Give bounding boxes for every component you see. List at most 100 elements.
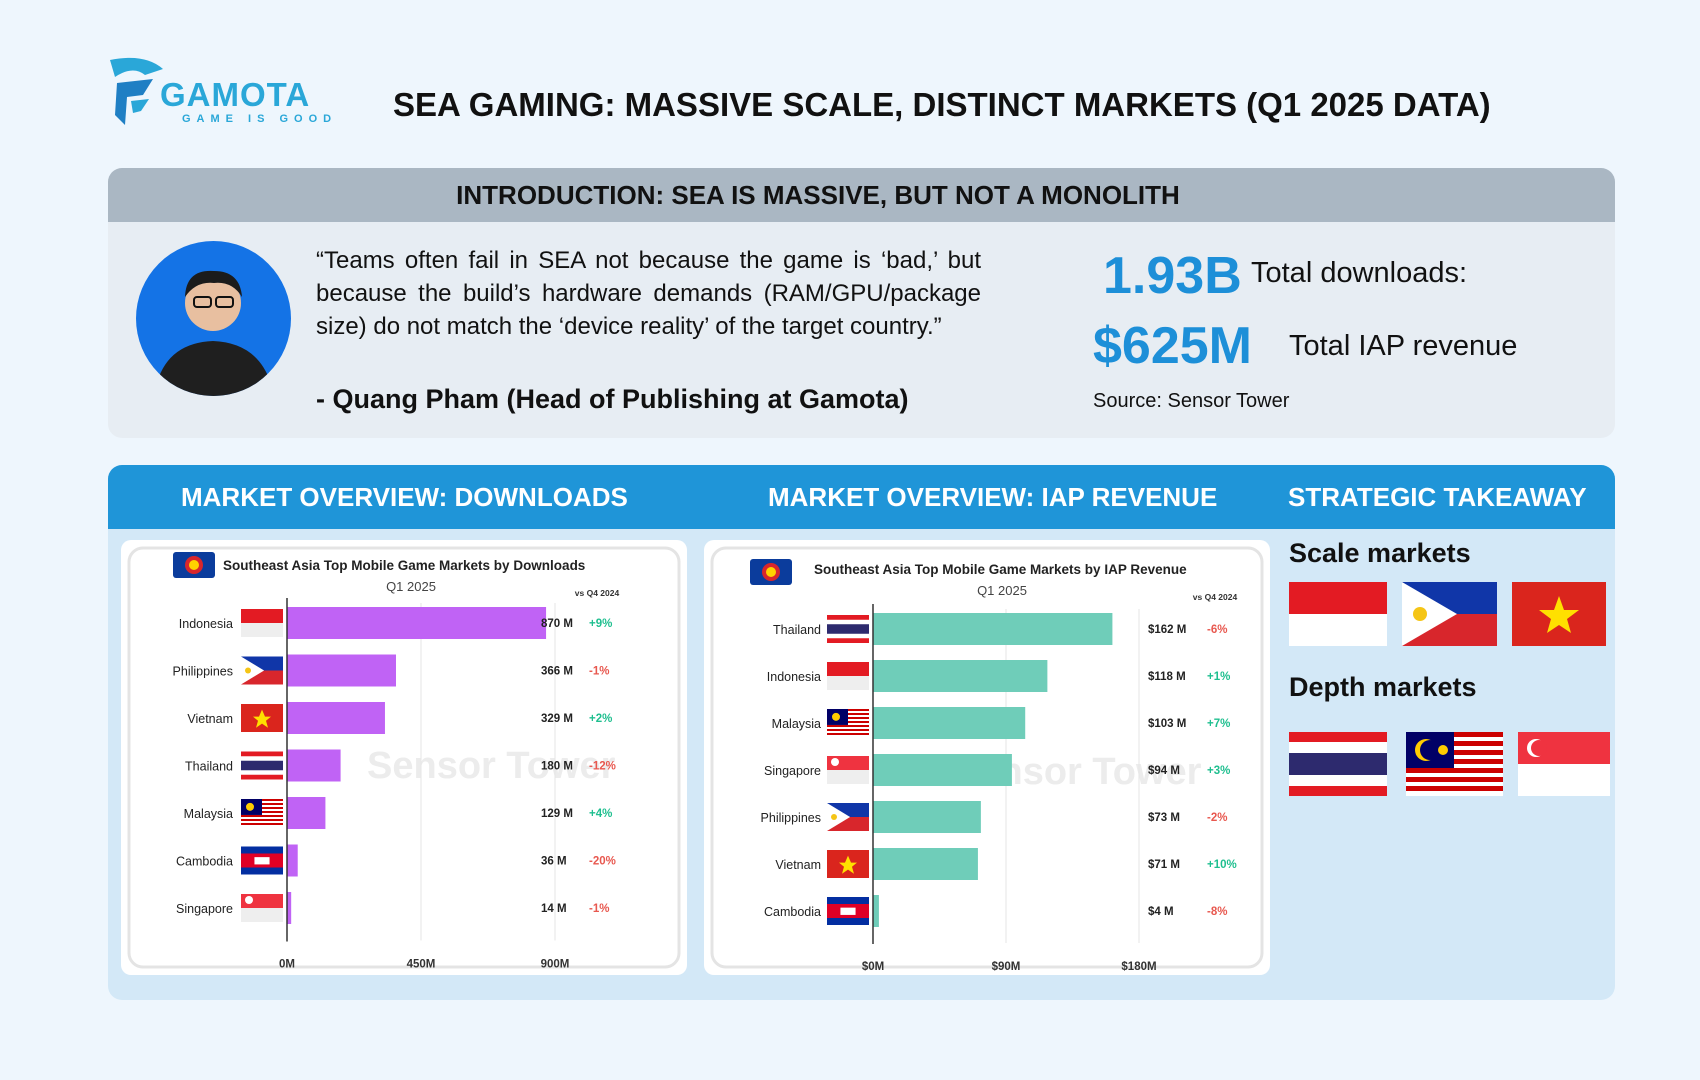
value-label: $103 M — [1148, 718, 1186, 730]
malaysia-flag-icon — [241, 799, 283, 827]
total-revenue-value: $625M — [1093, 317, 1252, 375]
page-title: SEA GAMING: MASSIVE SCALE, DISTINCT MARK… — [393, 86, 1491, 123]
value-label: $73 M — [1148, 812, 1180, 824]
category-label: Vietnam — [187, 712, 233, 726]
thailand-flag-icon — [827, 615, 869, 643]
bar — [287, 797, 326, 829]
bar — [287, 607, 547, 639]
value-label: 129 M — [541, 808, 573, 820]
category-label: Malaysia — [184, 807, 233, 821]
category-label: Malaysia — [772, 717, 821, 731]
value-label: $118 M — [1148, 671, 1186, 683]
category-label: Cambodia — [176, 855, 233, 869]
category-label: Singapore — [764, 764, 821, 778]
value-label: 180 M — [541, 761, 573, 773]
category-label: Vietnam — [775, 858, 821, 872]
philippines-flag-icon — [241, 656, 283, 685]
change-label: +4% — [589, 808, 612, 820]
bar — [873, 801, 981, 833]
x-tick-label: $0M — [862, 961, 884, 973]
value-label: $162 M — [1148, 624, 1186, 636]
watermark: Sensor Tower — [367, 745, 616, 787]
bar — [287, 749, 341, 782]
change-label: -1% — [589, 666, 609, 678]
change-label: -1% — [589, 903, 609, 915]
indonesia-flag-icon — [827, 662, 869, 690]
chart-frame — [127, 546, 681, 969]
vietnam-flag-icon — [827, 850, 869, 878]
value-label: 870 M — [541, 618, 573, 630]
bar — [873, 613, 1113, 645]
category-label: Thailand — [185, 760, 233, 774]
singapore-flag-icon — [241, 894, 283, 922]
thailand-flag-icon — [241, 751, 283, 780]
bar — [873, 707, 1026, 739]
intro-header-bar — [108, 168, 1615, 222]
market-header-bar — [108, 465, 1615, 529]
comparison-label: vs Q4 2024 — [575, 588, 620, 598]
total-revenue-label: Total IAP revenue — [1289, 330, 1518, 362]
change-label: -20% — [589, 856, 616, 868]
comparison-label: vs Q4 2024 — [1193, 592, 1238, 602]
source-note: Source: Sensor Tower — [1093, 390, 1290, 412]
intro-panel: INTRODUCTION: SEA IS MASSIVE, BUT NOT A … — [108, 168, 1615, 438]
change-label: +7% — [1207, 718, 1230, 730]
vietnam-flag-icon — [241, 704, 283, 732]
scale-markets-label: Scale markets — [1289, 538, 1471, 568]
category-label: Philippines — [761, 811, 821, 825]
change-label: -2% — [1207, 812, 1227, 824]
indonesia-flag-icon — [1289, 582, 1387, 646]
x-tick-label: 0M — [279, 959, 295, 971]
cambodia-flag-icon — [241, 846, 283, 875]
cambodia-flag-icon — [827, 897, 869, 925]
downloads-chart-card: Southeast Asia Top Mobile Game Markets b… — [121, 540, 687, 975]
bar — [287, 844, 298, 877]
bar — [287, 654, 396, 687]
x-tick-label: $90M — [992, 961, 1021, 973]
chart-subtitle: Q1 2025 — [977, 583, 1027, 598]
total-downloads-value: 1.93B — [1103, 247, 1242, 305]
intro-heading: INTRODUCTION: SEA IS MASSIVE, BUT NOT A … — [456, 180, 1180, 210]
avatar — [136, 241, 291, 396]
person-icon — [154, 270, 274, 396]
philippines-flag-icon — [827, 803, 869, 831]
x-tick-label: 900M — [541, 959, 570, 971]
quote-author: - Quang Pham (Head of Publishing at Gamo… — [316, 384, 909, 414]
category-label: Thailand — [773, 623, 821, 637]
bar — [287, 892, 292, 924]
category-label: Indonesia — [179, 617, 233, 631]
gamota-logo-icon — [110, 57, 163, 125]
change-label: -6% — [1207, 624, 1227, 636]
value-label: 329 M — [541, 713, 573, 725]
x-tick-label: 450M — [407, 959, 436, 971]
revenue-chart-card: Southeast Asia Top Mobile Game Markets b… — [704, 540, 1270, 975]
change-label: +10% — [1207, 859, 1237, 871]
value-label: $94 M — [1148, 765, 1180, 777]
downloads-chart: Southeast Asia Top Mobile Game Markets b… — [127, 546, 681, 971]
bar — [873, 660, 1048, 692]
value-label: 14 M — [541, 903, 567, 915]
singapore-flag-icon — [1518, 732, 1610, 796]
value-label: $4 M — [1148, 906, 1174, 918]
indonesia-flag-icon — [241, 609, 283, 637]
bar — [287, 702, 385, 734]
category-label: Philippines — [173, 665, 233, 679]
chart-title: Southeast Asia Top Mobile Game Markets b… — [223, 558, 585, 573]
revenue-heading: MARKET OVERVIEW: IAP REVENUE — [768, 482, 1218, 512]
malaysia-flag-icon — [1406, 732, 1503, 796]
chart-subtitle: Q1 2025 — [386, 579, 436, 594]
asean-icon — [750, 559, 792, 585]
change-label: +9% — [589, 618, 612, 630]
total-downloads-label: Total downloads: — [1251, 257, 1468, 289]
bar — [873, 895, 879, 927]
takeaway-heading: STRATEGIC TAKEAWAY — [1288, 482, 1587, 512]
value-label: 36 M — [541, 856, 567, 868]
category-label: Indonesia — [767, 670, 821, 684]
change-label: +1% — [1207, 671, 1230, 683]
downloads-heading: MARKET OVERVIEW: DOWNLOADS — [181, 482, 628, 512]
bar — [873, 754, 1012, 786]
change-label: -8% — [1207, 906, 1227, 918]
chart-title: Southeast Asia Top Mobile Game Markets b… — [814, 562, 1187, 577]
market-panel: MARKET OVERVIEW: DOWNLOADS MARKET OVERVI… — [108, 465, 1615, 1000]
x-tick-label: $180M — [1121, 961, 1156, 973]
